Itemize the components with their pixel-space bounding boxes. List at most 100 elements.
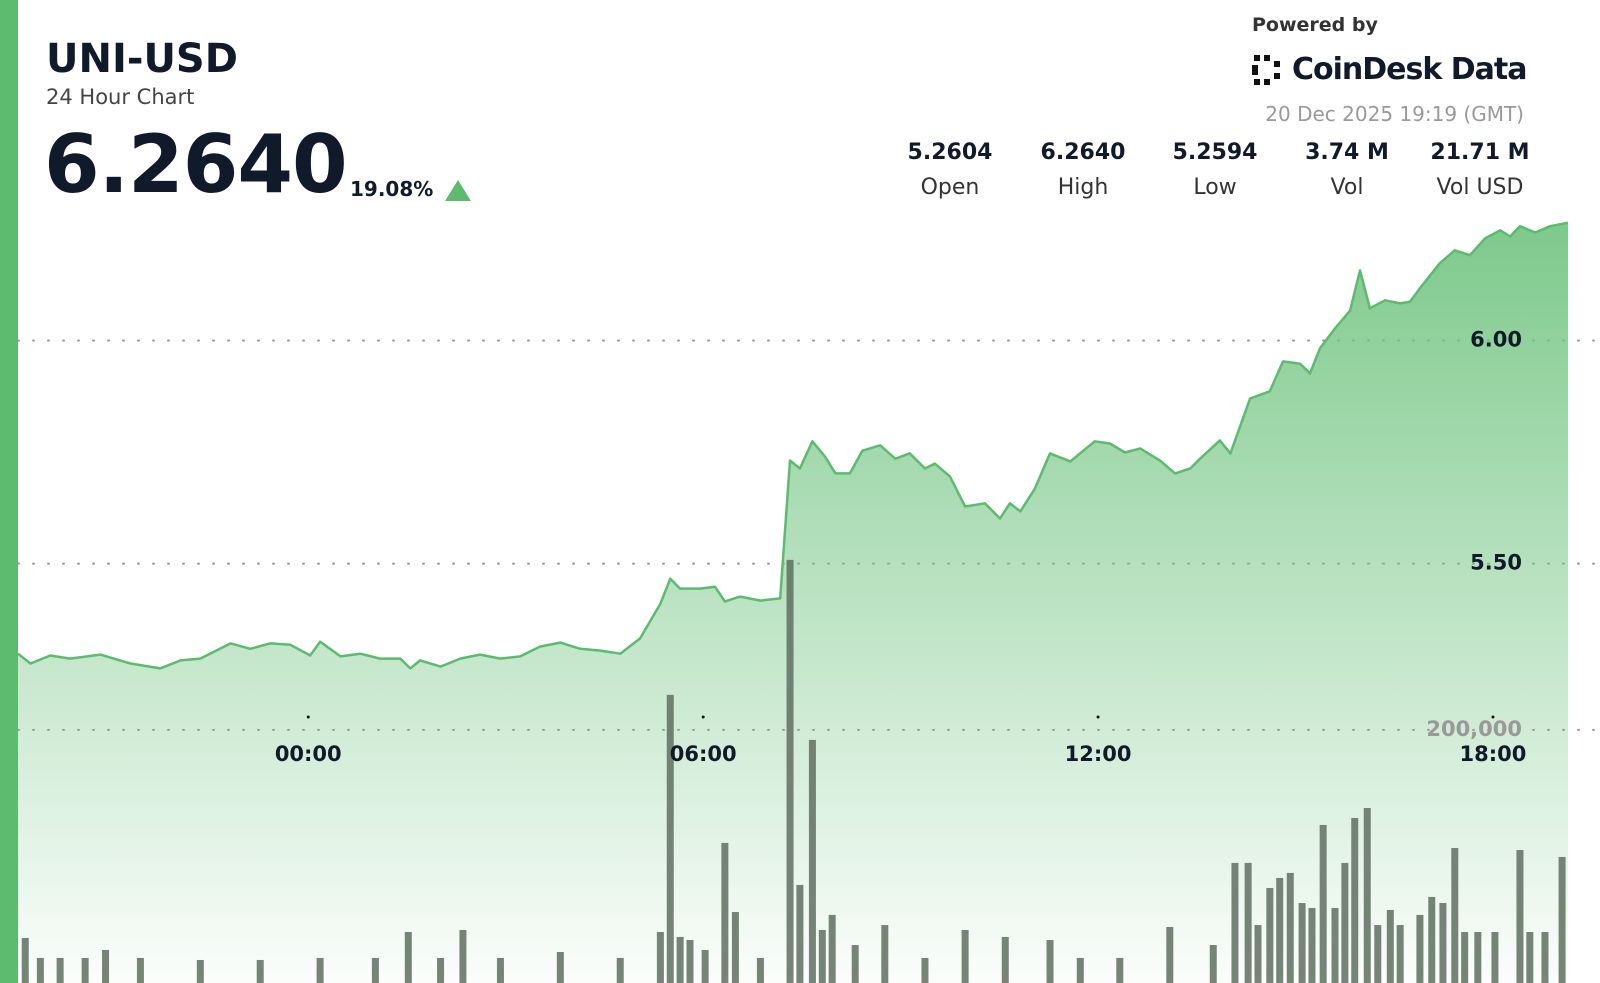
volume-bar: [1231, 862, 1239, 983]
volume-bar: [371, 957, 379, 983]
volume-bar: [796, 884, 804, 983]
volume-bar: [1416, 914, 1424, 983]
volume-bar: [1341, 862, 1349, 983]
stat-label: Low: [1193, 175, 1237, 200]
volume-bar: [828, 914, 836, 983]
price: 6.2640: [44, 118, 348, 211]
accent-bar: [0, 0, 18, 983]
volume-bar: [1286, 872, 1294, 983]
x-tick-label: 12:00: [1065, 742, 1132, 766]
up-arrow: [445, 180, 471, 201]
volume-bar: [1374, 925, 1382, 983]
volume-bar: [616, 957, 624, 983]
volume-bar: [1319, 824, 1327, 983]
stat-value: 21.71 M: [1430, 140, 1530, 165]
volume-bar: [961, 929, 969, 983]
volume-bar: [196, 959, 204, 983]
volume-bar: [851, 945, 859, 983]
volume-bar: [496, 957, 504, 983]
volume-bar: [1516, 850, 1524, 983]
volume-bar: [21, 937, 29, 983]
volume-bar: [786, 559, 794, 983]
volume-bar: [921, 957, 929, 983]
volume-bar: [1474, 932, 1482, 983]
stat-label: Open: [920, 175, 980, 200]
volume-bar: [36, 957, 44, 983]
volume-bar: [1451, 847, 1459, 983]
x-tick-label: 18:00: [1460, 742, 1527, 766]
price-line: [17, 221, 1569, 670]
subtitle: 24 Hour Chart: [46, 85, 195, 109]
volume-bar: [1298, 903, 1306, 983]
volume-bar: [556, 951, 564, 983]
volume-bar: [1276, 877, 1284, 983]
volume-bar: [1558, 856, 1566, 983]
volume-bar: [1331, 907, 1339, 983]
stat-value: 6.2640: [1040, 140, 1126, 165]
volume-bar: [1308, 907, 1316, 983]
timestamp: 20 Dec 2025 19:19 (GMT): [1265, 102, 1524, 126]
stat-label: High: [1057, 175, 1109, 200]
volume-bar: [316, 957, 324, 983]
volume-bar: [1254, 925, 1262, 983]
volume-bar: [701, 949, 709, 983]
stat-value: 3.74 M: [1305, 140, 1389, 165]
x-tick-label: 06:00: [670, 742, 737, 766]
volume-bar: [1526, 932, 1534, 983]
volume-bar: [1541, 932, 1549, 983]
volume-bar: [1386, 909, 1394, 983]
volume-bar: [881, 925, 889, 983]
volume-bar: [808, 739, 816, 983]
volume-bar: [1244, 862, 1252, 983]
volume-bar: [1266, 887, 1274, 983]
y-tick-label: 6.00: [1470, 327, 1522, 351]
title: UNI-USD: [46, 36, 238, 82]
volume-bar: [404, 932, 412, 983]
volume-bar: [56, 957, 64, 983]
volume-bar: [818, 929, 826, 983]
brand: CoinDesk Data: [1292, 52, 1527, 87]
volume-bar: [1209, 945, 1217, 983]
volume-bar: [256, 959, 264, 983]
volume-bar: [102, 949, 110, 983]
volume-bar: [676, 936, 684, 983]
volume-bar: [731, 912, 739, 983]
volume-bar: [1461, 932, 1469, 983]
volume-bar: [1046, 939, 1054, 983]
volume-bar: [1351, 817, 1359, 983]
change: 19.08%: [350, 177, 434, 201]
y-tick-label: 5.50: [1470, 551, 1522, 575]
volume-bar: [656, 932, 664, 983]
volume-bar: [81, 957, 89, 983]
volume-bar: [666, 694, 674, 983]
x-tick: [701, 715, 705, 719]
stat-label: Vol USD: [1436, 175, 1524, 200]
volume-bar: [686, 939, 694, 983]
volume-bar: [1439, 903, 1447, 983]
volume-bar: [1363, 808, 1371, 983]
volume-bar: [1116, 957, 1124, 983]
volume-bar: [756, 957, 764, 983]
volume-bar: [1428, 896, 1436, 983]
volume-bar: [136, 957, 144, 983]
volume-bar: [1396, 925, 1404, 983]
volume-bar: [1491, 932, 1499, 983]
volume-bar: [721, 842, 729, 983]
brand-logo: [1252, 55, 1280, 85]
x-tick-label: 00:00: [275, 742, 342, 766]
volume-bar: [1076, 957, 1084, 983]
x-tick: [306, 715, 310, 719]
stat-label: Vol: [1330, 175, 1364, 200]
volume-bar: [459, 929, 467, 983]
stat-value: 5.2604: [907, 140, 993, 165]
stat-value: 5.2594: [1172, 140, 1258, 165]
x-tick: [1096, 715, 1100, 719]
powered-by: Powered by: [1252, 14, 1378, 36]
y2-tick-label: 200,000: [1426, 717, 1522, 741]
volume-bar: [437, 957, 445, 983]
volume-bar: [1001, 936, 1009, 983]
volume-bar: [1166, 926, 1174, 983]
x-tick: [1491, 715, 1495, 719]
